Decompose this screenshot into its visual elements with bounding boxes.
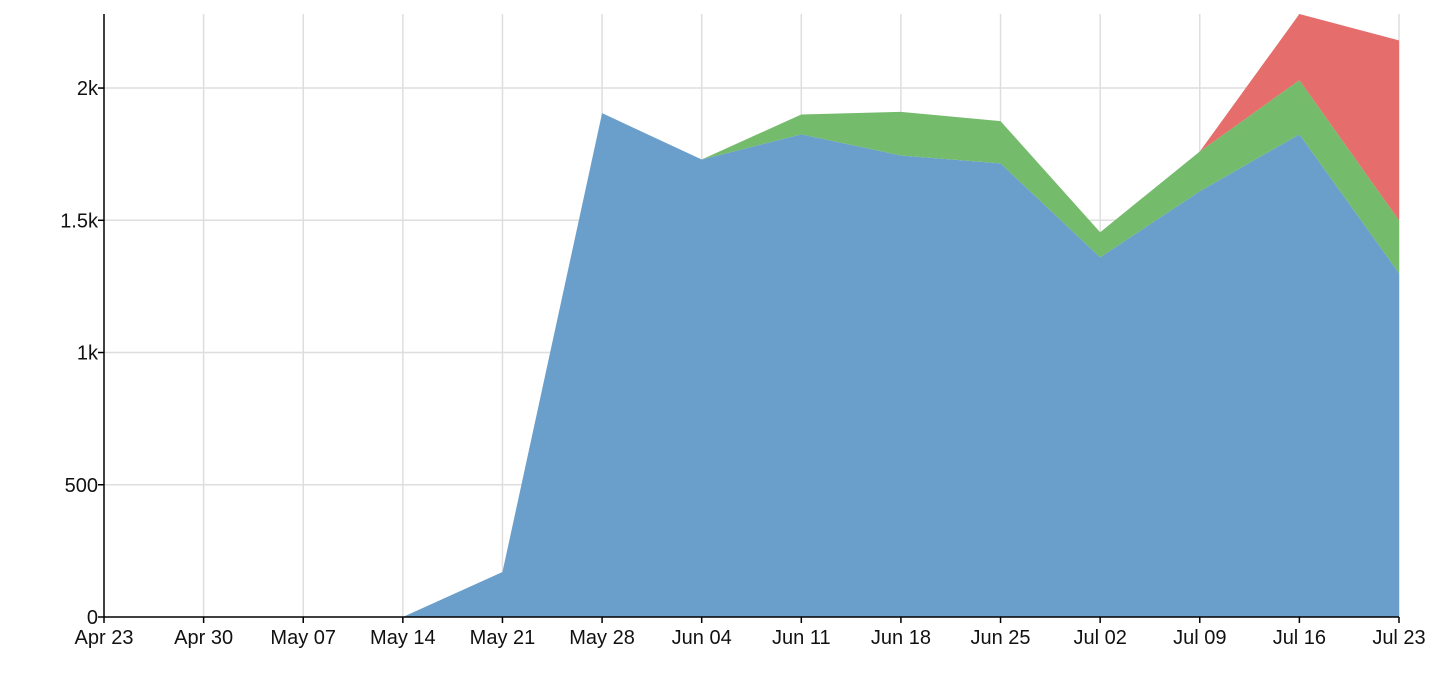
- y-axis: 0 500 1k 1.5k 2k: [60, 14, 105, 629]
- series-area-2: [104, 80, 1399, 618]
- x-tick-label: Jun 18: [871, 627, 931, 649]
- x-tick-label: Jul 02: [1073, 627, 1126, 649]
- y-tick-label: 1k: [77, 343, 99, 365]
- series-area-3: [104, 14, 1399, 617]
- x-tick-label: May 28: [569, 627, 635, 649]
- x-tick-label: May 14: [370, 627, 436, 649]
- x-tick-label: Jul 16: [1273, 627, 1326, 649]
- x-axis: Apr 23 Apr 30 May 07 May 14 May 21 May 28 Jun …: [75, 616, 1426, 649]
- x-tick-label: Jul 09: [1173, 627, 1226, 649]
- y-tick-label: 1.5k: [60, 210, 99, 232]
- y-tick-label: 0: [87, 607, 98, 629]
- x-tick-label: Jul 23: [1372, 627, 1425, 649]
- y-tick-label: 2k: [77, 78, 99, 100]
- x-tick-label: Jun 04: [672, 627, 732, 649]
- x-tick-label: May 07: [270, 627, 336, 649]
- series-area-1: [104, 113, 1399, 618]
- series-areas: [104, 14, 1399, 618]
- x-tick-label: Apr 30: [174, 627, 233, 649]
- x-tick-label: Jun 11: [772, 627, 831, 649]
- y-tick-label: 500: [65, 475, 98, 497]
- x-tick-label: Jun 25: [971, 627, 1031, 649]
- axes: Apr 23 Apr 30 May 07 May 14 May 21 May 28 Jun …: [60, 14, 1426, 649]
- x-tick-label: Apr 23: [75, 627, 134, 649]
- x-tick-label: May 21: [470, 627, 536, 649]
